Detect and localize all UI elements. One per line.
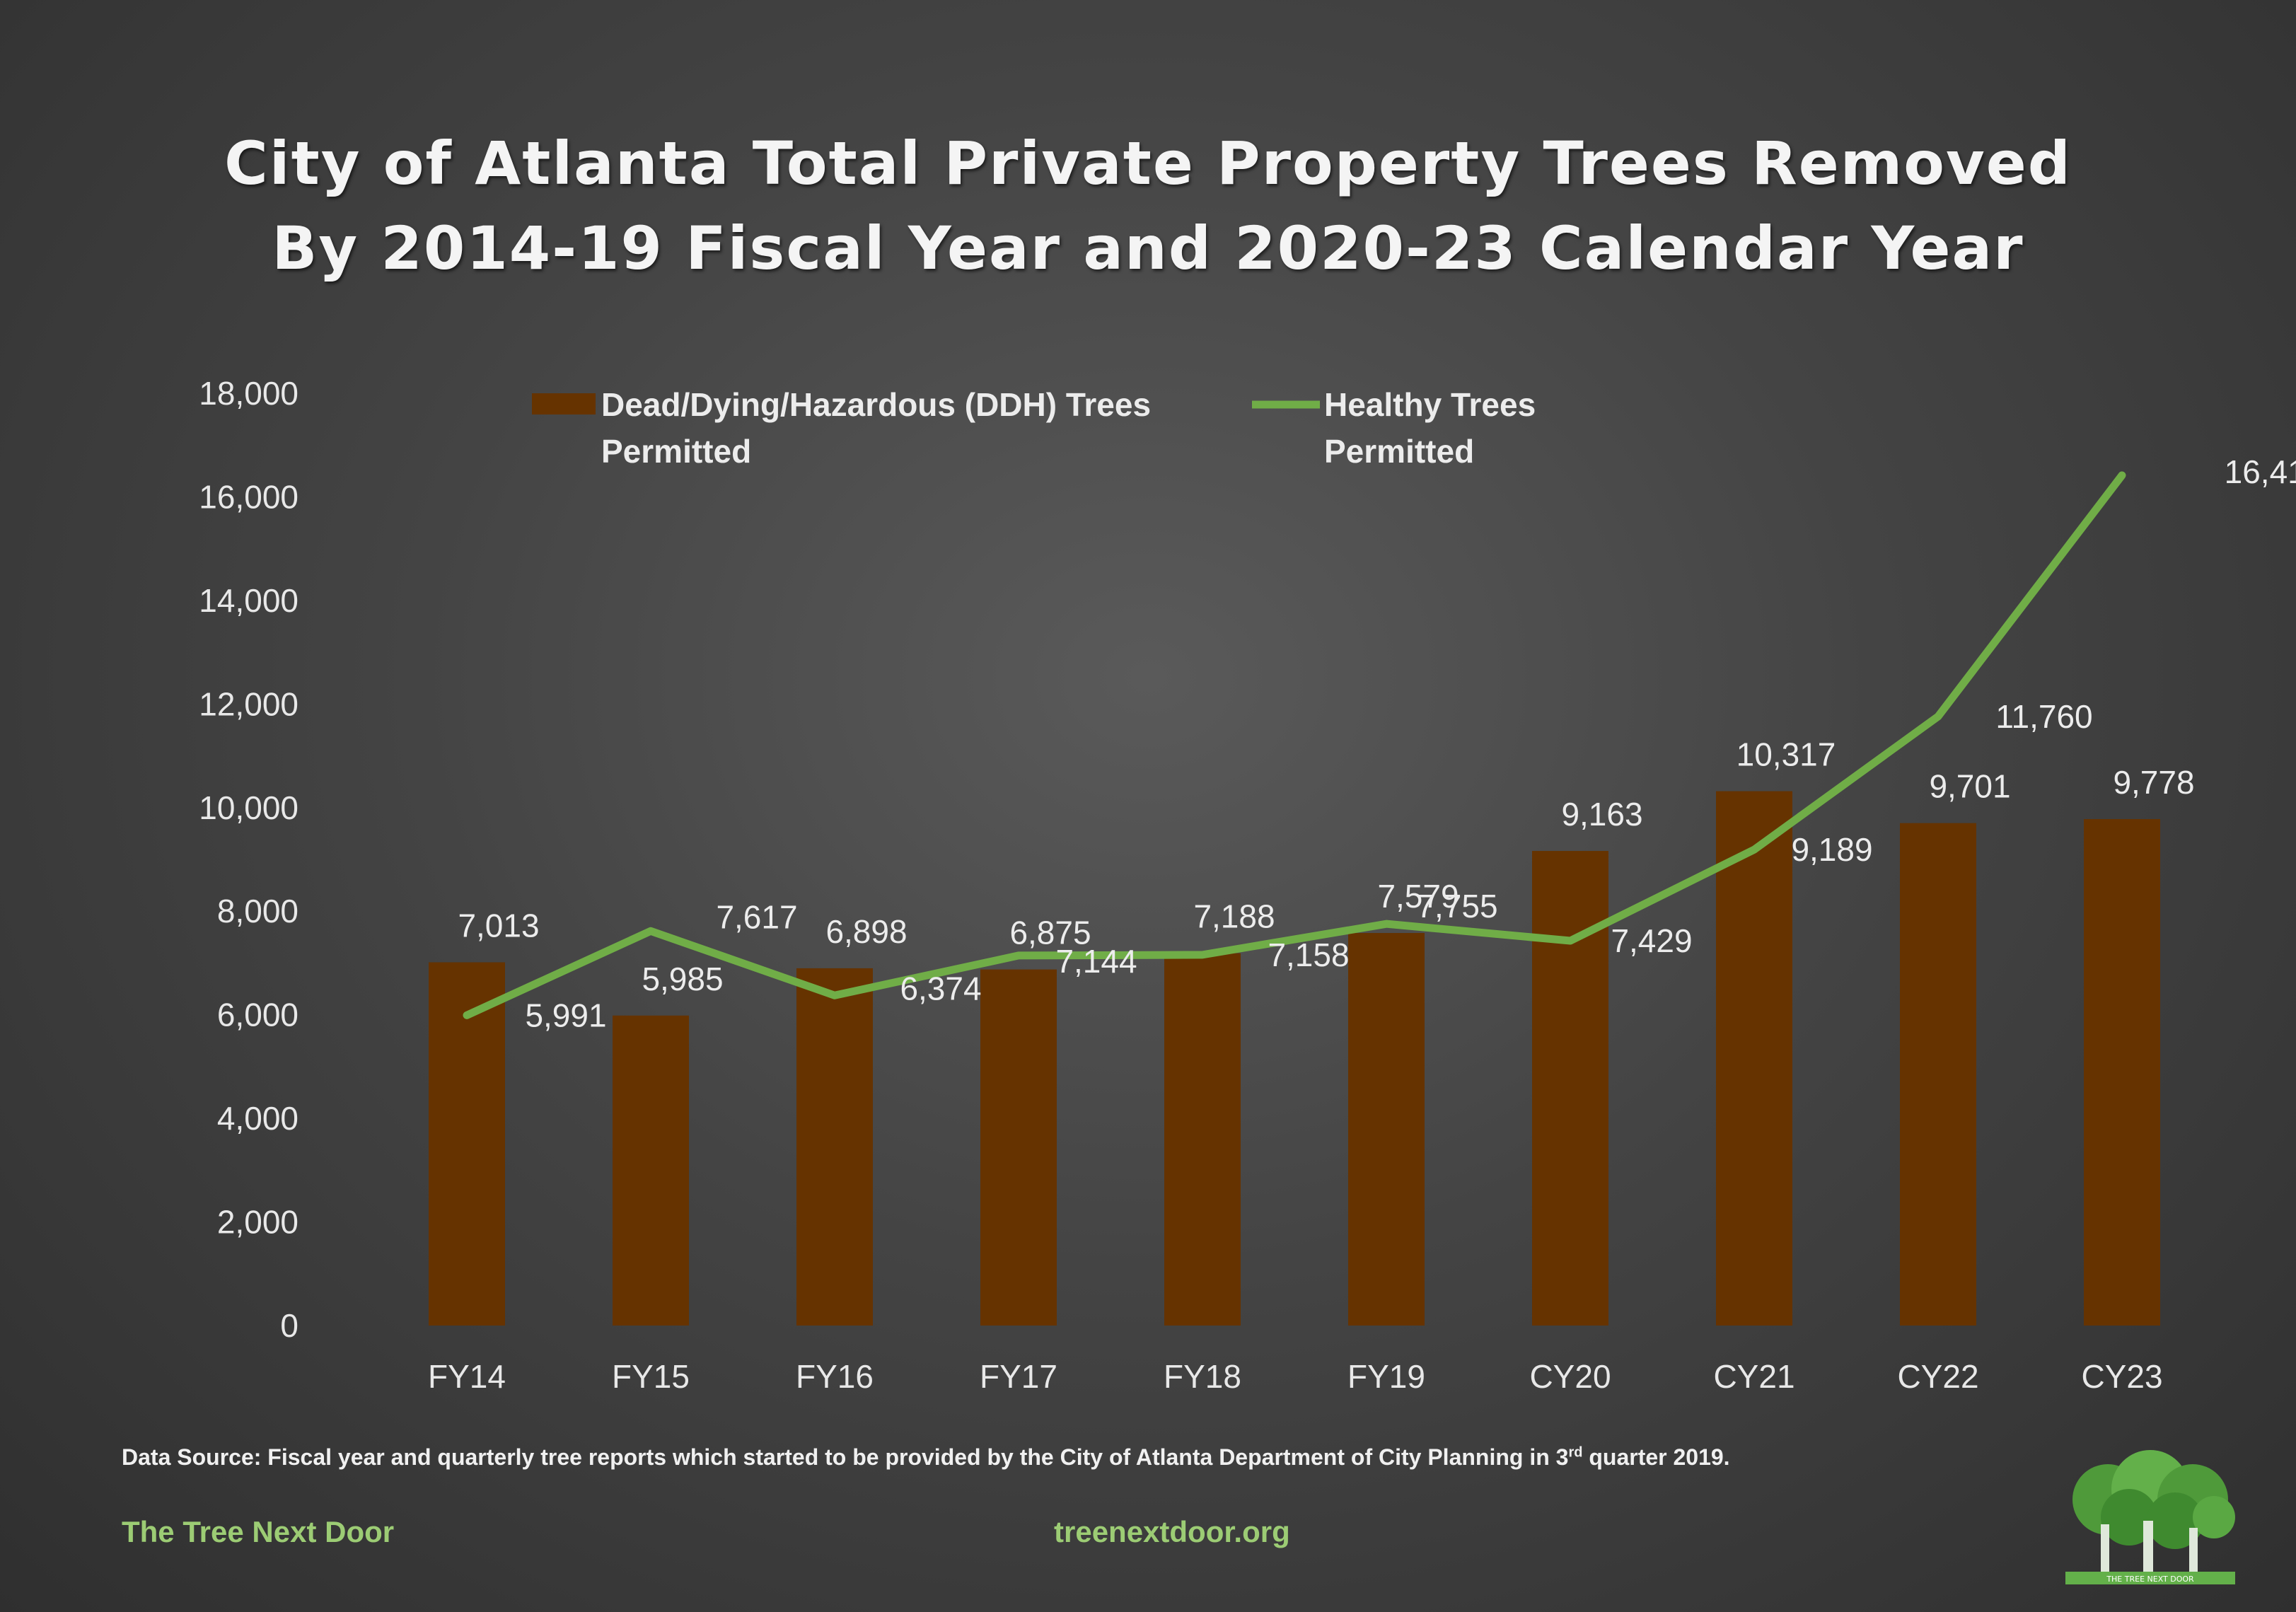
y-tick-label: 8,000 — [217, 893, 298, 929]
bar-ddh-fy19 — [1348, 933, 1425, 1326]
y-tick-label: 0 — [280, 1307, 298, 1344]
data-source-end: quarter 2019. — [1582, 1444, 1730, 1470]
line-data-label: 7,429 — [1611, 922, 1692, 959]
bar-data-label: 9,163 — [1561, 796, 1642, 833]
data-source-text: Data Source: Fiscal year and quarterly t… — [122, 1444, 1569, 1470]
y-tick-label: 10,000 — [199, 789, 298, 826]
line-data-label: 5,991 — [525, 997, 606, 1033]
bar-data-label: 9,778 — [2113, 764, 2194, 801]
legend-healthy-label-line2: Permitted — [1324, 433, 1474, 470]
logo-text: THE TREE NEXT DOOR — [2106, 1575, 2194, 1584]
bar-ddh-fy17 — [980, 969, 1057, 1326]
bar-data-label: 7,188 — [1193, 898, 1275, 935]
healthy-point-fy14 — [464, 1012, 470, 1019]
bar-data-label: 10,317 — [1737, 736, 1836, 773]
y-tick-label: 4,000 — [217, 1100, 298, 1137]
tree-logo-icon: THE TREE NEXT DOOR — [2065, 1450, 2235, 1584]
y-tick-label: 18,000 — [199, 375, 298, 412]
x-tick-label: FY16 — [796, 1358, 874, 1395]
line-data-label: 7,144 — [1055, 943, 1137, 980]
brand-name: The Tree Next Door — [122, 1515, 395, 1548]
line-data-label: 11,760 — [1995, 698, 2092, 735]
bar-ddh-fy15 — [613, 1015, 689, 1326]
x-tick-label: FY18 — [1164, 1358, 1241, 1395]
healthy-point-fy16 — [832, 992, 837, 999]
legend-ddh-label: Dead/Dying/Hazardous (DDH) Trees — [601, 386, 1151, 423]
bar-ddh-cy23 — [2084, 819, 2160, 1326]
bar-ddh-fy14 — [429, 962, 505, 1326]
healthy-point-cy22 — [1935, 713, 1941, 719]
bar-ddh-fy18 — [1164, 953, 1241, 1326]
x-tick-label: CY21 — [1713, 1358, 1795, 1395]
legend-healthy-label: Healthy Trees — [1324, 386, 1536, 423]
y-tick-label: 14,000 — [199, 582, 298, 619]
bar-data-label: 6,898 — [825, 913, 907, 950]
bar-data-label: 6,875 — [1009, 915, 1091, 951]
x-tick-label: CY22 — [1897, 1358, 1978, 1395]
line-data-label: 7,617 — [716, 898, 797, 935]
line-data-label: 16,416 — [2225, 453, 2296, 490]
line-data-label: 7,755 — [1416, 888, 1497, 924]
x-tick-label: FY17 — [980, 1358, 1057, 1395]
bar-data-label: 7,013 — [458, 907, 539, 944]
x-tick-label: CY20 — [1529, 1358, 1611, 1395]
healthy-point-cy20 — [1567, 938, 1573, 944]
healthy-point-fy19 — [1384, 921, 1389, 927]
bar-data-label: 5,985 — [642, 961, 723, 997]
data-source-note: Data Source: Fiscal year and quarterly t… — [122, 1444, 1730, 1471]
line-data-label: 6,374 — [900, 970, 981, 1007]
bar-ddh-cy21 — [1716, 791, 1792, 1326]
y-tick-label: 2,000 — [217, 1204, 298, 1241]
healthy-trees-line — [463, 471, 2126, 1019]
y-tick-label: 6,000 — [217, 997, 298, 1033]
brand-website-link[interactable]: treenextdoor.org — [1054, 1515, 1290, 1548]
legend-ddh-swatch — [532, 393, 596, 414]
chart-title-line2: By 2014-19 Fiscal Year and 2020-23 Calen… — [272, 214, 2024, 283]
data-source-superscript: rd — [1568, 1444, 1583, 1461]
line-data-label: 9,189 — [1791, 831, 1872, 868]
healthy-point-fy15 — [648, 928, 654, 934]
chart-title-line1: City of Atlanta Total Private Property T… — [224, 129, 2072, 198]
healthy-point-fy17 — [1016, 952, 1021, 958]
y-tick-label: 16,000 — [199, 478, 298, 515]
x-tick-label: CY23 — [2081, 1358, 2162, 1395]
x-tick-label: FY15 — [612, 1358, 690, 1395]
legend-ddh-label-line2: Permitted — [601, 433, 751, 470]
bar-ddh-cy22 — [1900, 823, 1976, 1326]
healthy-point-fy18 — [1200, 951, 1205, 958]
bar-ddh-cy20 — [1532, 851, 1608, 1326]
healthy-point-cy23 — [2119, 472, 2125, 478]
healthy-point-cy21 — [1751, 847, 1757, 853]
y-tick-label: 12,000 — [199, 685, 298, 722]
x-tick-label: FY19 — [1347, 1358, 1425, 1395]
line-data-label: 7,158 — [1268, 937, 1349, 973]
bar-ddh-fy16 — [796, 968, 873, 1326]
x-tick-label: FY14 — [428, 1358, 506, 1395]
bar-data-label: 7,579 — [1377, 878, 1459, 915]
bar-data-label: 9,701 — [1929, 768, 2010, 805]
